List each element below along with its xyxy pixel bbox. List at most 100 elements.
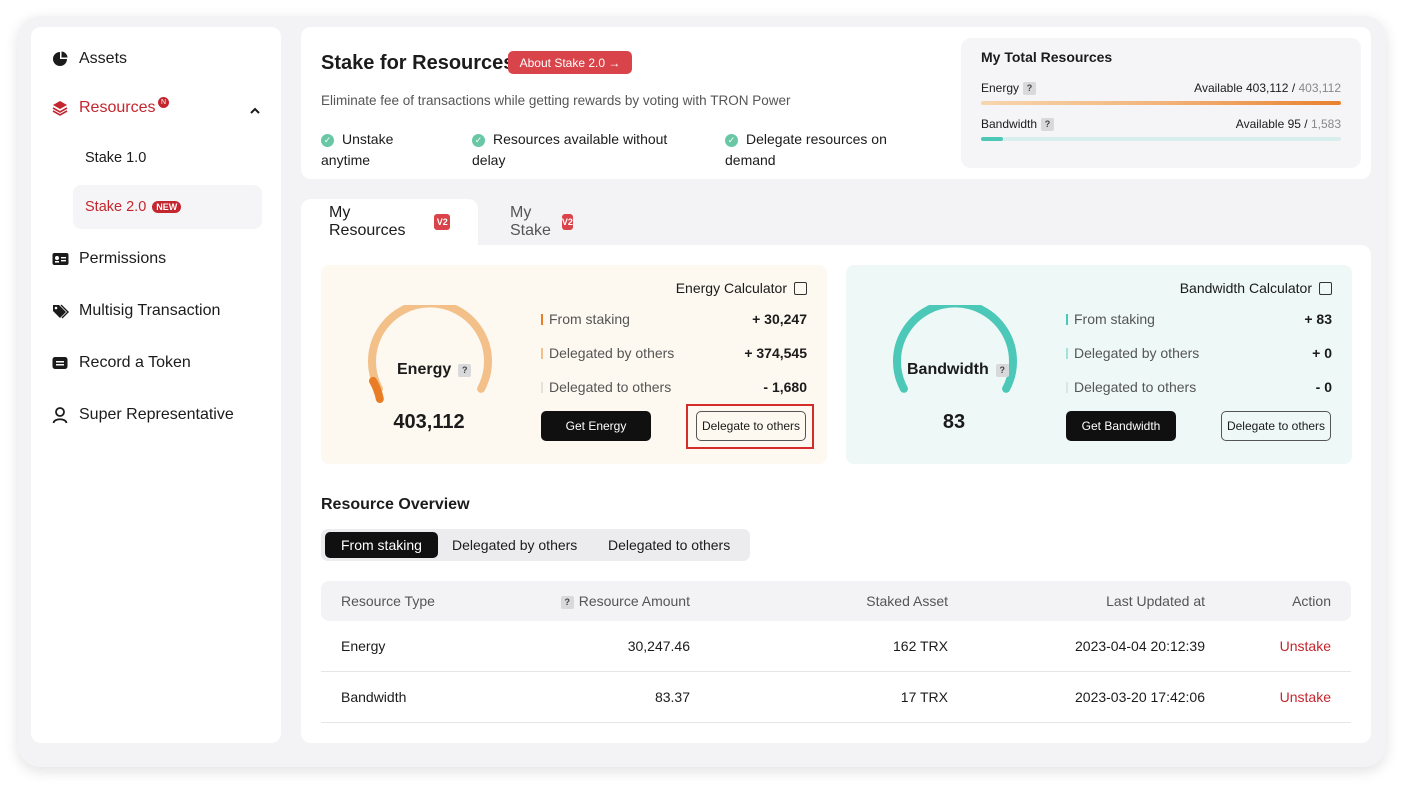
sidebar-subitem-label: Stake 2.0 <box>85 199 147 215</box>
energy-label: Energy <box>981 81 1020 95</box>
tab-label: My Resources <box>329 204 406 239</box>
get-energy-button[interactable]: Get Energy <box>541 411 651 441</box>
id-card-icon <box>51 250 69 268</box>
page-title: Stake for Resources <box>321 52 515 74</box>
bandwidth-gauge-value: 83 <box>942 411 966 433</box>
bandwidth-calculator-card: Bandwidth Calculator Bandwidth? 83 From … <box>846 265 1352 464</box>
cell-resource-type: Bandwidth <box>341 689 407 705</box>
row-label: Delegated by others <box>549 345 675 361</box>
calc-title-text: Energy Calculator <box>675 280 787 296</box>
calc-title-text: Bandwidth Calculator <box>1179 280 1312 296</box>
feature-text: demand <box>725 152 776 168</box>
help-icon[interactable]: ? <box>995 363 1009 377</box>
user-icon <box>51 406 69 424</box>
bandwidth-progress-fill <box>981 137 1003 141</box>
row-marker <box>541 314 543 325</box>
segment-delegated-to-others[interactable]: Delegated to others <box>608 537 731 553</box>
cell-resource-amount: 30,247.46 <box>627 638 690 654</box>
cell-last-updated: 2023-03-20 17:42:06 <box>1075 689 1205 705</box>
new-dot-badge: N <box>158 97 169 108</box>
calculator-icon <box>794 281 807 295</box>
check-icon: ✓ <box>472 134 485 147</box>
v2-icon: V2 <box>561 214 573 230</box>
energy-calculator-title[interactable]: Energy Calculator <box>676 280 807 296</box>
tab-label: My Stake <box>510 204 551 239</box>
energy-total: 403,112 <box>1298 81 1342 95</box>
segment-delegated-by-others[interactable]: Delegated by others <box>452 537 578 553</box>
bandwidth-label: Bandwidth <box>981 117 1038 131</box>
sidebar-item-label: Resources <box>79 99 156 116</box>
layers-icon <box>51 99 69 117</box>
feature-text: delay <box>472 152 506 168</box>
column-header: Action <box>1292 593 1331 609</box>
cell-resource-type: Energy <box>341 638 386 654</box>
sidebar-subitem-stake-2[interactable]: Stake 2.0 NEW <box>73 185 262 229</box>
bandwidth-delegate-button[interactable]: Delegate to others <box>1221 411 1331 441</box>
tab-my-resources[interactable]: My Resources V2 <box>301 199 478 245</box>
sidebar-item-record-token[interactable]: Record a Token <box>51 354 191 372</box>
bandwidth-gauge-track <box>893 305 1017 393</box>
row-label: Delegated to others <box>549 379 672 395</box>
sidebar-item-label: Super Representative <box>79 406 234 423</box>
unstake-link[interactable]: Unstake <box>1279 689 1331 705</box>
energy-available: Available 403,112 <box>1194 81 1289 95</box>
bandwidth-progress-track <box>981 137 1341 141</box>
energy-gauge <box>368 305 492 403</box>
table-header: Resource Type ? Resource Amount Staked As… <box>321 581 1351 621</box>
bandwidth-gauge-label: Bandwidth? <box>907 361 1009 379</box>
sidebar-subitem-stake-1[interactable]: Stake 1.0 <box>85 150 147 166</box>
row-marker <box>1066 382 1068 393</box>
resource-overview-title: Resource Overview <box>321 496 470 513</box>
column-header: Resource Type <box>341 593 435 609</box>
row-value: + 83 <box>1304 311 1332 327</box>
highlight-box <box>686 404 814 449</box>
sidebar-item-label: Multisig Transaction <box>79 302 221 319</box>
tab-my-stake[interactable]: My Stake V2 <box>510 199 573 245</box>
token-card-icon <box>51 354 69 372</box>
about-stake-button[interactable]: About Stake 2.0 → <box>508 51 632 74</box>
unstake-link[interactable]: Unstake <box>1279 638 1331 654</box>
energy-progress-bar <box>981 101 1341 105</box>
bandwidth-gauge <box>893 305 1017 393</box>
energy-calculator-card: Energy Calculator Energy? 403,112 From s… <box>321 265 827 464</box>
row-value: - 1,680 <box>763 379 807 395</box>
cell-resource-amount: 83.37 <box>654 689 690 705</box>
energy-gauge-value: 403,112 <box>393 411 465 433</box>
feature-text: Resources available without <box>493 131 668 147</box>
bandwidth-calculator-title[interactable]: Bandwidth Calculator <box>1180 280 1332 296</box>
cell-staked-asset: 17 TRX <box>900 689 948 705</box>
separator: / <box>1300 117 1311 131</box>
chevron-up-icon[interactable] <box>250 103 260 121</box>
sidebar-item-permissions[interactable]: Permissions <box>51 250 166 268</box>
help-icon[interactable]: ? <box>1023 82 1037 95</box>
energy-delegate-button[interactable]: Delegate to others <box>696 411 806 441</box>
row-label: From staking <box>1074 311 1155 327</box>
help-icon[interactable]: ? <box>560 596 574 609</box>
row-marker <box>541 382 543 393</box>
help-icon[interactable]: ? <box>1041 118 1055 131</box>
row-value: + 0 <box>1312 345 1332 361</box>
sidebar-item-multisig[interactable]: Multisig Transaction <box>51 302 220 320</box>
overview-segmented-control: From staking Delegated by others Delegat… <box>321 529 750 561</box>
sidebar-item-resources[interactable]: Resources <box>51 99 155 117</box>
segment-from-staking[interactable]: From staking <box>325 532 438 558</box>
row-value: + 30,247 <box>752 311 807 327</box>
row-value: - 0 <box>1315 379 1332 395</box>
column-header: Last Updated at <box>1106 593 1205 609</box>
gauge-label-text: Bandwidth <box>907 361 989 378</box>
energy-gauge-track <box>368 305 492 393</box>
sidebar: Assets Resources N Stake 1.0 Stake 2.0 N… <box>31 27 281 743</box>
v2-icon: V2 <box>434 214 450 230</box>
new-badge: NEW <box>152 201 182 213</box>
help-icon[interactable]: ? <box>458 363 472 377</box>
feature-resources-available: ✓ Resources available without delay <box>472 129 667 171</box>
row-marker <box>1066 348 1068 359</box>
sidebar-item-super-representative[interactable]: Super Representative <box>51 406 234 424</box>
sidebar-item-label: Permissions <box>79 250 167 267</box>
column-header-text: Resource Amount <box>578 593 690 609</box>
cell-staked-asset: 162 TRX <box>893 638 948 654</box>
energy-gauge-label: Energy? <box>397 361 472 379</box>
sidebar-item-assets[interactable]: Assets <box>51 50 127 68</box>
get-bandwidth-button[interactable]: Get Bandwidth <box>1066 411 1176 441</box>
total-resources-card: My Total Resources Energy? Available 403… <box>961 38 1361 168</box>
